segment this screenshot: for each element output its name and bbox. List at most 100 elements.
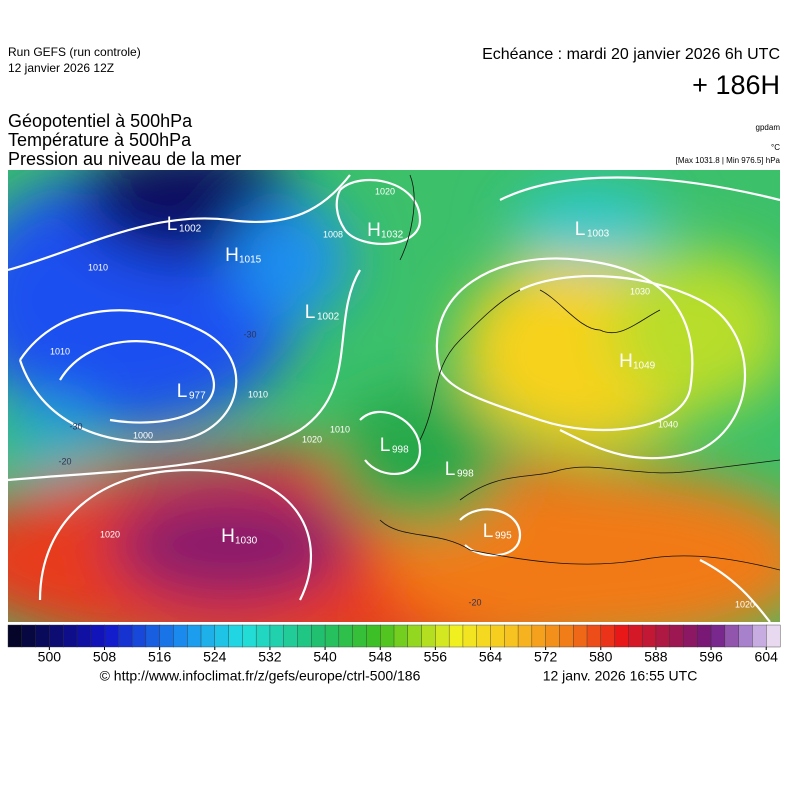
timestamp: 12 janv. 2026 16:55 UTC [543, 668, 698, 684]
colorbar-cell [35, 624, 50, 648]
contour-label: 1010 [88, 262, 108, 272]
colorbar-cell [131, 624, 147, 648]
contour-label: -30 [243, 329, 256, 339]
colorbar-cell [421, 624, 436, 648]
contour-label: 1030 [630, 286, 650, 296]
colorbar-cell [311, 624, 326, 648]
center-letter: L [380, 435, 391, 456]
colorbar-tick-label: 580 [589, 649, 613, 665]
contour-label: -20 [58, 456, 71, 466]
valid-time: Echéance : mardi 20 janvier 2026 6h UTC [482, 46, 780, 63]
center-letter: L [177, 381, 188, 402]
title-line: Géopotentiel à 500hPa [8, 111, 193, 131]
colorbar-tick-label: 572 [534, 649, 558, 665]
colorbar-cell [104, 624, 119, 648]
center-letter: H [367, 220, 381, 241]
colorbar-cell [462, 624, 478, 648]
unit-label: gpdam [756, 123, 781, 132]
colorbar-cell [187, 624, 202, 648]
run-date: 12 janvier 2026 12Z [8, 61, 114, 75]
center-letter: L [445, 459, 456, 480]
colorbar-tick-label: 604 [755, 649, 779, 665]
colorbar-cell [545, 624, 560, 648]
colorbar-tick-label: 556 [424, 649, 448, 665]
contour-label: 1010 [50, 346, 70, 356]
unit-label: [Max 1031.8 | Min 976.5] hPa [676, 156, 781, 165]
colorbar-cell [476, 624, 492, 648]
colorbar-cell [173, 624, 188, 648]
colorbar-cell [338, 624, 354, 648]
colorbar-cell [366, 624, 381, 648]
colorbar-cell [683, 624, 698, 648]
colorbar-tick-label: 588 [644, 649, 668, 665]
center-value: 995 [495, 531, 512, 542]
center-letter: L [575, 219, 586, 240]
center-letter: H [221, 526, 235, 547]
center-value: 998 [392, 445, 409, 456]
colorbar-cell [573, 624, 588, 648]
colorbar-cell [297, 624, 312, 648]
colorbar-cell [380, 624, 395, 648]
colorbar-cell [490, 624, 505, 648]
colorbar-cell [766, 624, 781, 648]
center-value: 1002 [317, 312, 340, 323]
colorbar-tick-label: 564 [479, 649, 503, 665]
colorbar-cell [710, 624, 726, 648]
contour-label: 1008 [323, 229, 343, 239]
colorbar-cell [531, 624, 547, 648]
center-value: 977 [189, 391, 206, 402]
colorbar-cell [145, 624, 161, 648]
colorbar-cell [76, 624, 92, 648]
colorbar-cell [269, 624, 285, 648]
contour-label: 1020 [302, 434, 322, 444]
colorbar-cell [7, 624, 23, 648]
contour-label: 1020 [100, 529, 120, 539]
lead-time: + 186H [692, 70, 780, 100]
contour-label: -20 [468, 597, 481, 607]
colorbar-cell [697, 624, 712, 648]
center-letter: L [483, 521, 494, 542]
title-line: Pression au niveau de la mer [8, 149, 241, 169]
colorbar-cell [435, 624, 450, 648]
colorbar-cell [49, 624, 64, 648]
colorbar-cell [559, 624, 574, 648]
center-value: 1003 [587, 229, 610, 240]
colorbar-tick-label: 548 [369, 649, 393, 665]
colorbar-tick-label: 500 [38, 649, 62, 665]
colorbar-cell [586, 624, 602, 648]
center-letter: H [619, 351, 633, 372]
colorbar-cell [724, 624, 740, 648]
colorbar: 500 508 516 524 532 540 548 556 564 572 580 588 596 6… [7, 624, 781, 665]
colorbar-cell [407, 624, 423, 648]
colorbar-cell [228, 624, 243, 648]
colorbar-cell [669, 624, 685, 648]
colorbar-cell [614, 624, 629, 648]
colorbar-tick-label: 508 [93, 649, 117, 665]
colorbar-cell [752, 624, 767, 648]
colorbar-cell [283, 624, 299, 648]
contour-label: 1000 [133, 430, 153, 440]
contour-label: 1010 [248, 389, 268, 399]
center-value: 1015 [239, 255, 262, 266]
colorbar-cell [90, 624, 106, 648]
colorbar-cell [504, 624, 519, 648]
center-value: 1032 [381, 230, 404, 241]
colorbar-cell [600, 624, 616, 648]
contour-label: 1020 [735, 599, 755, 609]
title-line: Température à 500hPa [8, 130, 192, 150]
contour-label: 1010 [330, 424, 350, 434]
colorbar-cell [242, 624, 257, 648]
center-value: 1030 [235, 536, 258, 547]
colorbar-cell [628, 624, 643, 648]
colorbar-cell [255, 624, 271, 648]
contour-label: 1040 [658, 419, 678, 429]
colorbar-tick-label: 524 [203, 649, 227, 665]
colorbar-cell [448, 624, 464, 648]
colorbar-tick-label: 532 [258, 649, 282, 665]
center-value: 998 [457, 469, 474, 480]
center-value: 1049 [633, 361, 656, 372]
colorbar-cell [655, 624, 671, 648]
run-label: Run GEFS (run controle) [8, 45, 141, 59]
colorbar-cell [159, 624, 174, 648]
